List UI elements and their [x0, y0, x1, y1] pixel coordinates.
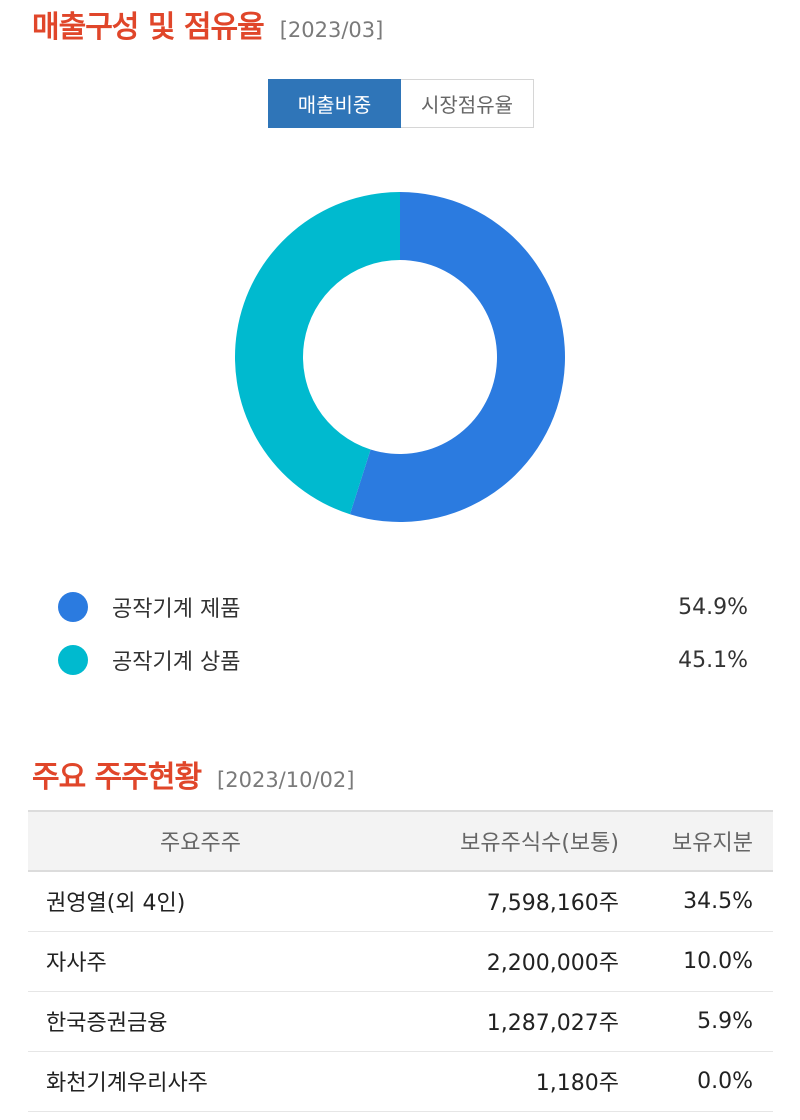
column-header-shareholder: 주요주주: [28, 810, 373, 872]
table-row: 화천기계우리사주 1,180주 0.0%: [28, 1051, 773, 1112]
section-title: 매출구성 및 점유율: [32, 10, 265, 45]
shareholder-name: 권영열(외 4인): [28, 871, 373, 932]
donut-chart: [234, 191, 566, 523]
shareholder-stake: 0.0%: [619, 1051, 773, 1112]
legend-item: 공작기계 상품 45.1%: [58, 640, 748, 680]
shareholder-name: 한국증권금융: [28, 991, 373, 1052]
section-date: [2023/10/02]: [217, 768, 355, 792]
column-header-stake: 보유지분: [619, 810, 773, 872]
legend-value: 45.1%: [678, 647, 748, 673]
shareholders-header: 주요 주주현황 [2023/10/02]: [32, 752, 354, 796]
shareholders-table: 주요주주 보유주식수(보통) 보유지분 권영열(외 4인) 7,598,160주…: [28, 810, 773, 1112]
legend-dot-icon: [58, 592, 88, 622]
sales-composition-header: 매출구성 및 점유율 [2023/03]: [32, 2, 383, 46]
shareholder-name: 자사주: [28, 931, 373, 992]
column-header-shares: 보유주식수(보통): [373, 810, 619, 872]
legend-dot-icon: [58, 645, 88, 675]
shareholder-stake: 10.0%: [619, 931, 773, 992]
chart-tabs: 매출비중 시장점유율: [268, 79, 534, 128]
shareholder-name: 화천기계우리사주: [28, 1051, 373, 1112]
section-date: [2023/03]: [279, 18, 384, 42]
table-row: 권영열(외 4인) 7,598,160주 34.5%: [28, 871, 773, 932]
legend-label: 공작기계 상품: [112, 650, 241, 675]
donut-slice[interactable]: [235, 192, 400, 515]
legend-label: 공작기계 제품: [112, 597, 241, 622]
table-header-row: 주요주주 보유주식수(보통) 보유지분: [28, 810, 773, 872]
shareholder-shares: 1,180주: [373, 1051, 619, 1112]
shareholder-shares: 2,200,000주: [373, 931, 619, 992]
shareholder-stake: 34.5%: [619, 871, 773, 932]
tab-sales-ratio[interactable]: 매출비중: [268, 79, 401, 128]
shareholder-stake: 5.9%: [619, 991, 773, 1052]
section-title: 주요 주주현황: [32, 760, 202, 795]
tab-market-share[interactable]: 시장점유율: [401, 79, 534, 128]
donut-slice[interactable]: [349, 192, 566, 522]
table-row: 자사주 2,200,000주 10.0%: [28, 931, 773, 992]
legend-item: 공작기계 제품 54.9%: [58, 587, 748, 627]
shareholder-shares: 7,598,160주: [373, 871, 619, 932]
shareholder-shares: 1,287,027주: [373, 991, 619, 1052]
legend-value: 54.9%: [678, 594, 748, 620]
table-row: 한국증권금융 1,287,027주 5.9%: [28, 991, 773, 1052]
